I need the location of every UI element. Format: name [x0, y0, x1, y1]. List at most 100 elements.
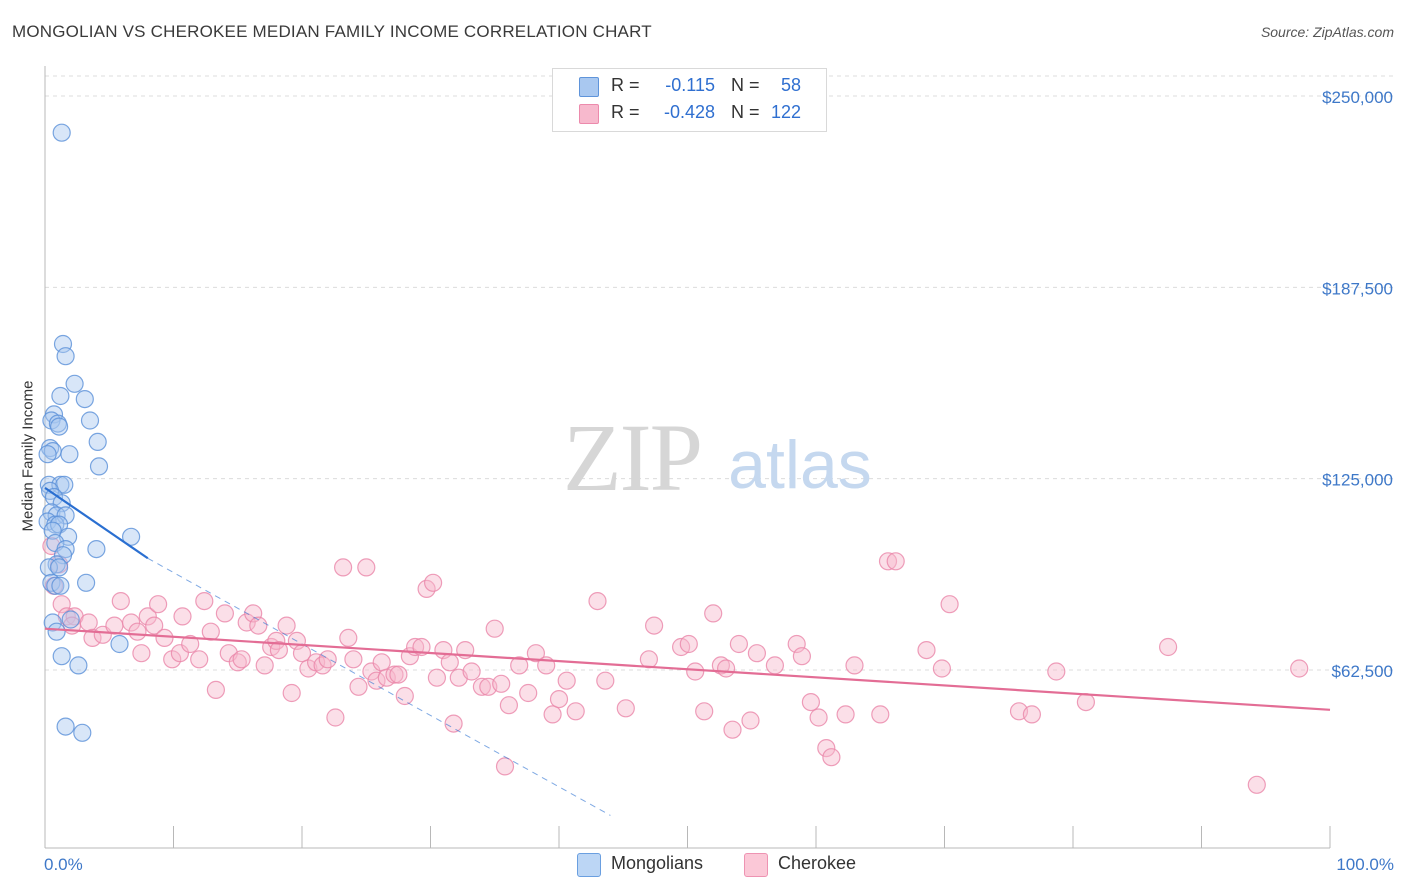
data-point — [122, 527, 141, 546]
legend-label-cherokee: Cherokee — [778, 853, 857, 873]
data-point — [195, 591, 214, 611]
chart-title: MONGOLIAN VS CHEROKEE MEDIAN FAMILY INCO… — [12, 22, 652, 41]
data-point — [485, 619, 504, 638]
legend-n-value: 58 — [780, 75, 801, 95]
data-point — [76, 573, 96, 592]
y-tick-label: $187,500 — [1322, 279, 1393, 298]
data-point — [566, 702, 585, 721]
data-point — [472, 677, 491, 696]
data-point — [543, 705, 562, 724]
data-point — [747, 644, 767, 663]
data-point — [269, 640, 288, 660]
data-point — [69, 656, 88, 675]
legend-label-mongolians: Mongolians — [611, 853, 704, 873]
data-point — [519, 683, 538, 703]
data-point — [357, 558, 376, 577]
data-point — [56, 506, 75, 525]
data-point — [73, 723, 92, 742]
legend-n-label: N = — [731, 102, 760, 122]
data-point — [65, 374, 84, 393]
data-point — [1247, 775, 1266, 794]
data-point — [695, 702, 714, 721]
data-point — [51, 576, 70, 595]
data-point — [249, 616, 268, 635]
data-point — [190, 650, 209, 669]
data-point — [334, 558, 353, 577]
data-point — [215, 604, 234, 623]
legend-r-value: -0.428 — [663, 102, 715, 122]
data-point — [741, 711, 760, 730]
y-tick-label: $62,500 — [1332, 662, 1393, 681]
data-point — [792, 647, 812, 666]
x-tick-label-min: 0.0% — [44, 855, 83, 874]
data-point — [181, 634, 200, 654]
data-point — [232, 650, 251, 669]
data-point — [886, 552, 905, 571]
data-point — [51, 386, 70, 406]
data-point — [80, 411, 100, 430]
legend-r-value: -0.115 — [665, 75, 715, 95]
data-point — [79, 613, 98, 632]
data-point — [60, 445, 79, 464]
data-point — [43, 613, 62, 632]
data-point — [526, 644, 546, 663]
data-point — [149, 595, 168, 614]
data-point — [87, 539, 106, 559]
data-point — [61, 610, 80, 629]
data-point — [679, 634, 698, 654]
data-point — [440, 653, 459, 672]
data-point — [495, 757, 515, 776]
y-tick-label: $125,000 — [1322, 471, 1393, 490]
data-point — [277, 616, 296, 635]
data-point — [75, 390, 94, 409]
data-point — [424, 573, 443, 592]
legend-r-label: R = — [611, 75, 640, 95]
data-point — [145, 616, 164, 635]
data-point — [56, 717, 75, 736]
data-point — [499, 696, 518, 715]
data-point — [729, 634, 749, 654]
series-mongolians-points — [38, 123, 141, 742]
data-point — [255, 656, 274, 675]
data-point — [716, 659, 736, 678]
data-point — [1076, 692, 1096, 712]
data-point — [836, 705, 855, 724]
data-point — [817, 738, 836, 758]
trend-line-mongolians — [44, 486, 149, 560]
data-point — [326, 708, 345, 727]
data-point — [878, 552, 898, 571]
data-point — [1022, 705, 1042, 724]
y-tick-labels: $62,500 $125,000 $187,500 $250,000 — [1322, 88, 1393, 681]
watermark: ZIP atlas — [563, 404, 872, 511]
data-point — [89, 457, 109, 476]
data-point — [932, 659, 952, 678]
trend-line-cherokee — [44, 627, 1331, 711]
data-point — [711, 656, 731, 675]
data-point — [549, 689, 569, 709]
data-point — [1158, 637, 1178, 657]
legend-swatch-cherokee — [744, 853, 768, 877]
data-point — [47, 622, 66, 641]
data-point — [644, 616, 664, 635]
data-point — [723, 720, 742, 739]
data-point — [588, 591, 607, 611]
data-point — [871, 705, 890, 724]
axes — [44, 66, 1331, 849]
data-point — [110, 634, 129, 654]
watermark-zip: ZIP — [563, 404, 701, 511]
data-point — [88, 432, 107, 451]
data-point — [801, 692, 821, 712]
data-point — [349, 677, 368, 696]
data-point — [362, 662, 381, 681]
data-point — [52, 647, 71, 666]
legend-swatch-cherokee — [579, 104, 599, 124]
legend-n-value: 122 — [770, 102, 801, 122]
data-point — [596, 671, 615, 690]
data-point — [1047, 662, 1066, 681]
data-point — [46, 576, 65, 595]
trend-lines — [44, 486, 1331, 816]
data-point — [492, 674, 511, 693]
gridlines — [45, 75, 1395, 671]
data-point — [170, 644, 189, 663]
